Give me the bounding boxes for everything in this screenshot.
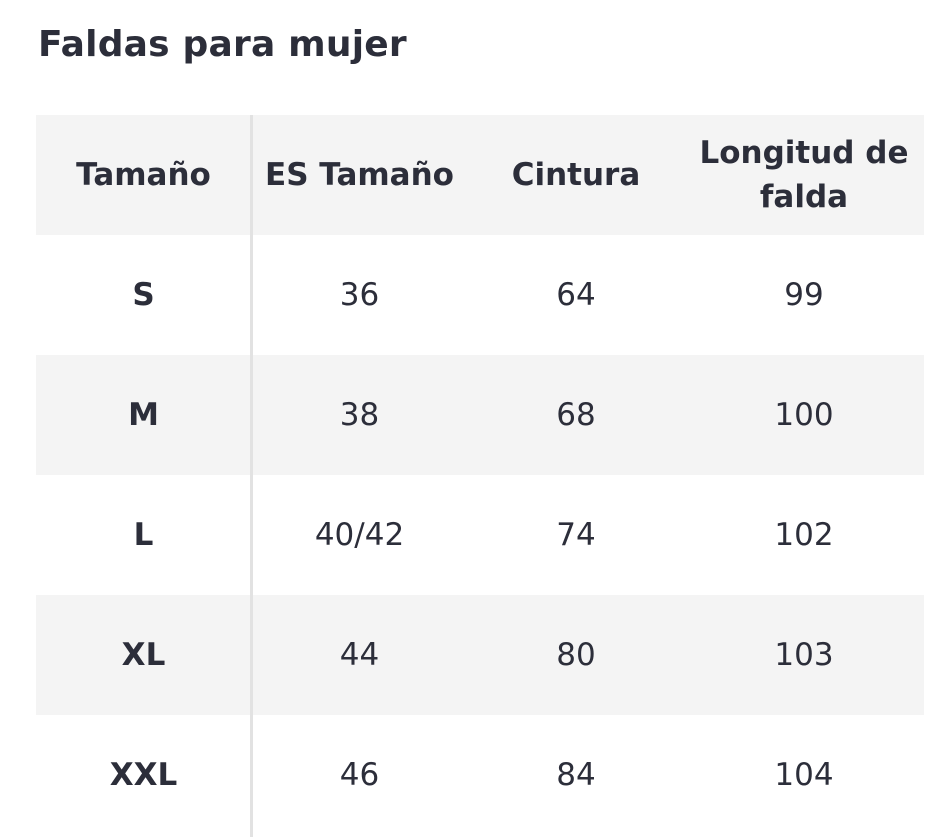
size-cell: M xyxy=(128,397,159,433)
value-cell: 38 xyxy=(339,397,380,433)
value-cell: 100 xyxy=(774,397,834,433)
table-row: XL 44 80 103 xyxy=(36,595,924,715)
value-cell: 104 xyxy=(774,757,834,793)
size-cell: S xyxy=(132,277,155,313)
value-cell: 74 xyxy=(556,517,596,553)
size-table: Tamaño ES Tamaño Cintura Longitud de falda S… xyxy=(36,115,924,835)
table-row: L 40/42 74 102 xyxy=(36,475,924,595)
header-cell: Cintura xyxy=(511,157,641,193)
header-cell: ES Tamaño xyxy=(265,157,454,193)
header-row: Tamaño ES Tamaño Cintura Longitud de falda xyxy=(36,115,924,235)
size-cell: XL xyxy=(121,637,166,673)
value-cell: 103 xyxy=(774,637,834,673)
value-cell: 44 xyxy=(339,637,380,673)
table-row: S 36 64 99 xyxy=(36,235,924,355)
header-cell: Tamaño xyxy=(76,157,211,193)
table-row: XXL 46 84 104 xyxy=(36,715,924,835)
header-cell: Longitud de falda xyxy=(699,135,909,215)
size-cell: XXL xyxy=(109,757,178,793)
size-cell: L xyxy=(133,517,154,553)
table-row: M 38 68 100 xyxy=(36,355,924,475)
title: Faldas para mujer xyxy=(38,24,407,65)
value-cell: 40/42 xyxy=(314,517,405,553)
value-cell: 80 xyxy=(556,637,596,673)
value-cell: 36 xyxy=(339,277,380,313)
value-cell: 102 xyxy=(774,517,834,553)
value-cell: 46 xyxy=(339,757,380,793)
value-cell: 64 xyxy=(556,277,596,313)
column-divider xyxy=(250,115,253,837)
value-cell: 99 xyxy=(784,277,824,313)
value-cell: 68 xyxy=(556,397,596,433)
value-cell: 84 xyxy=(556,757,596,793)
